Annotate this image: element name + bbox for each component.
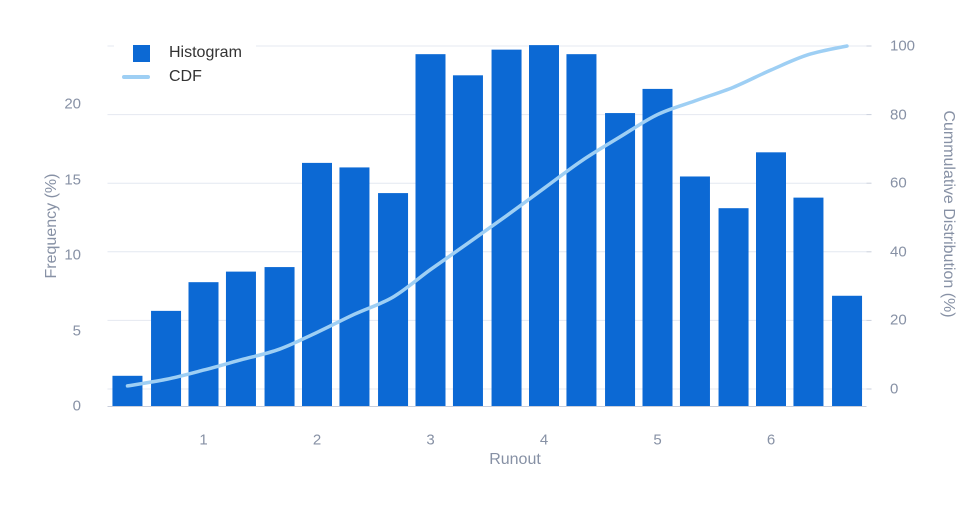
y-right-tick-label: 100 <box>890 37 916 55</box>
histogram-bar[interactable] <box>452 75 483 406</box>
y-right-tick-label: 20 <box>890 311 907 329</box>
histogram-bar[interactable] <box>302 162 332 406</box>
legend-item-histogram[interactable]: Histogram <box>114 43 242 63</box>
y-left-tick-label: 15 <box>64 171 81 188</box>
x-tick-label: 3 <box>426 431 435 449</box>
y-right-tick-label: 40 <box>890 243 907 261</box>
histogram-bar[interactable] <box>679 176 710 406</box>
cdf-line-icon <box>122 75 150 79</box>
x-tick-label: 6 <box>766 431 776 449</box>
y-axis-title-left: Frequency (%) <box>43 173 60 279</box>
x-axis-title: Runout <box>489 451 541 468</box>
histogram-bar[interactable] <box>605 113 636 406</box>
histogram-bar[interactable] <box>756 152 786 406</box>
y-left-tick-label: 0 <box>72 397 81 415</box>
histogram-bar[interactable] <box>529 45 559 407</box>
histogram-bar[interactable] <box>225 271 256 406</box>
histogram-bar[interactable] <box>718 208 749 406</box>
y-right-tick-label: 0 <box>890 380 899 398</box>
legend: Histogram CDF <box>114 36 256 88</box>
legend-label-histogram: Histogram <box>169 44 242 61</box>
x-tick-label: 2 <box>312 431 322 449</box>
histogram-swatch-icon <box>133 44 150 62</box>
histogram-bar[interactable] <box>491 49 522 406</box>
histogram-bar[interactable] <box>151 310 182 406</box>
y-axis-title-right: Cummulative Distribution (%) <box>940 110 957 318</box>
y-left-tick-label: 20 <box>64 95 81 113</box>
legend-label-cdf: CDF <box>169 68 202 85</box>
histogram-bar[interactable] <box>339 167 370 406</box>
x-tick-label: 4 <box>539 431 549 449</box>
x-tick-label: 5 <box>653 431 662 449</box>
legend-item-cdf[interactable]: CDF <box>114 67 202 87</box>
histogram-bar[interactable] <box>188 282 219 406</box>
histogram-bar[interactable] <box>566 54 597 407</box>
histogram-bar[interactable] <box>112 375 143 406</box>
x-tick-label: 1 <box>199 431 208 449</box>
cdf-line[interactable] <box>125 44 849 388</box>
histogram-bar[interactable] <box>793 197 824 406</box>
histogram-bar[interactable] <box>642 88 673 407</box>
histogram-bar[interactable] <box>378 193 409 406</box>
y-left-tick-label: 5 <box>72 322 81 339</box>
y-right-tick-label: 80 <box>890 106 907 124</box>
histogram-bar[interactable] <box>415 54 446 407</box>
histogram-bar[interactable] <box>832 295 863 406</box>
y-right-tick-label: 60 <box>890 174 907 192</box>
y-left-tick-label: 10 <box>64 246 81 264</box>
histogram-bar[interactable] <box>264 267 295 406</box>
